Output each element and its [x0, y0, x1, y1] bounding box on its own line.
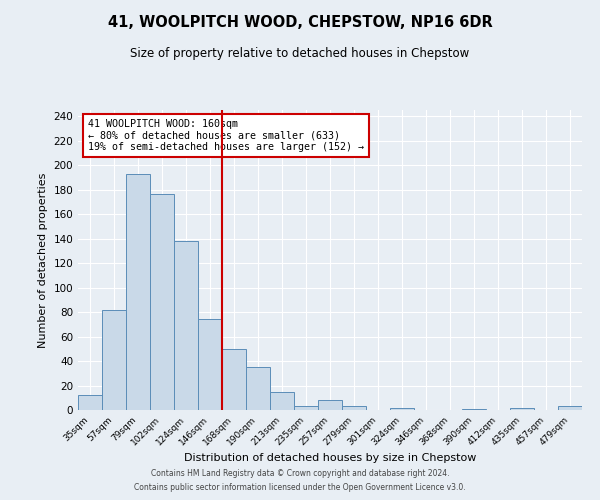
Bar — [246, 367, 270, 410]
Bar — [558, 406, 582, 410]
Bar — [78, 396, 102, 410]
Text: Size of property relative to detached houses in Chepstow: Size of property relative to detached ho… — [130, 48, 470, 60]
Bar — [126, 174, 150, 410]
Bar — [198, 320, 222, 410]
Bar — [390, 408, 414, 410]
Bar — [270, 392, 294, 410]
Bar — [222, 349, 246, 410]
Y-axis label: Number of detached properties: Number of detached properties — [38, 172, 48, 348]
Bar — [342, 406, 366, 410]
Bar — [174, 241, 198, 410]
Bar — [318, 400, 342, 410]
Text: 41 WOOLPITCH WOOD: 160sqm
← 80% of detached houses are smaller (633)
19% of semi: 41 WOOLPITCH WOOD: 160sqm ← 80% of detac… — [88, 119, 364, 152]
Text: 41, WOOLPITCH WOOD, CHEPSTOW, NP16 6DR: 41, WOOLPITCH WOOD, CHEPSTOW, NP16 6DR — [107, 15, 493, 30]
Text: Contains HM Land Registry data © Crown copyright and database right 2024.: Contains HM Land Registry data © Crown c… — [151, 468, 449, 477]
Text: Contains public sector information licensed under the Open Government Licence v3: Contains public sector information licen… — [134, 484, 466, 492]
Bar — [294, 406, 318, 410]
Bar — [462, 409, 486, 410]
Bar — [102, 310, 126, 410]
Bar — [150, 194, 174, 410]
Bar — [510, 408, 534, 410]
X-axis label: Distribution of detached houses by size in Chepstow: Distribution of detached houses by size … — [184, 452, 476, 462]
